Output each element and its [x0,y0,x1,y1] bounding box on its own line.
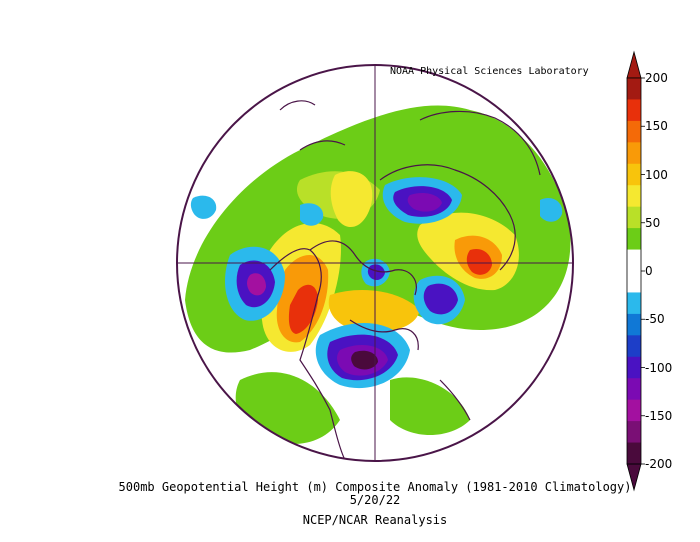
colorbar-tick-label: -200 [645,457,673,471]
colorbar-swatch [627,421,641,444]
colorbar-tick-label: -50 [645,312,665,327]
colorbar-swatch [627,78,641,100]
positive-anomaly-region [235,372,340,444]
colorbar-swatch [627,163,641,186]
colorbar-swatch [627,206,641,229]
ridge-region [330,171,373,228]
colorbar-swatch [627,442,641,465]
colorbar-tick-label: -100 [645,360,673,375]
colorbar-swatch [627,292,641,315]
trough-region [540,197,563,222]
trough-region [190,195,217,219]
colorbar-swatch [627,356,641,379]
colorbar-swatch [627,142,641,165]
colorbar-swatch [627,313,641,336]
colorbar [626,50,645,492]
coastlines [269,100,541,461]
colorbar-swatch [627,399,641,422]
trough-region [351,350,378,370]
colorbar-tick-label: 100 [645,167,668,182]
colorbar-swatch [627,378,641,401]
colorbar-tick-label: 150 [645,119,668,134]
trough-region [300,203,324,226]
data-source: NCEP/NCAR Reanalysis [302,513,448,527]
colorbar-swatch [627,185,641,208]
colorbar-tick-label: 50 [645,215,661,230]
map-title: 500mb Geopotential Height (m) Composite … [118,480,632,494]
colorbar-tick-label: 200 [645,71,668,85]
map-boundary-circle [176,64,574,462]
colorbar-swatch [627,120,641,143]
trough-region [407,192,442,212]
positive-anomaly-region [390,377,470,435]
map-date: 5/20/22 [349,493,401,507]
colorbar-tick-label: -150 [645,408,673,423]
colorbar-top-arrow [626,50,642,79]
ridge-region [466,248,492,275]
colorbar-swatch [627,271,641,293]
colorbar-swatch [627,249,641,272]
trough-region [423,283,458,315]
colorbar-tick-label: 0 [645,264,653,278]
colorbar-swatch [627,99,641,122]
trough-region [247,273,266,296]
credit-label: NOAA Physical Sciences Laboratory [390,66,589,77]
anomaly-field [177,65,573,461]
colorbar-swatch [627,335,641,358]
trough-region [367,264,385,281]
colorbar-swatch [627,228,641,251]
